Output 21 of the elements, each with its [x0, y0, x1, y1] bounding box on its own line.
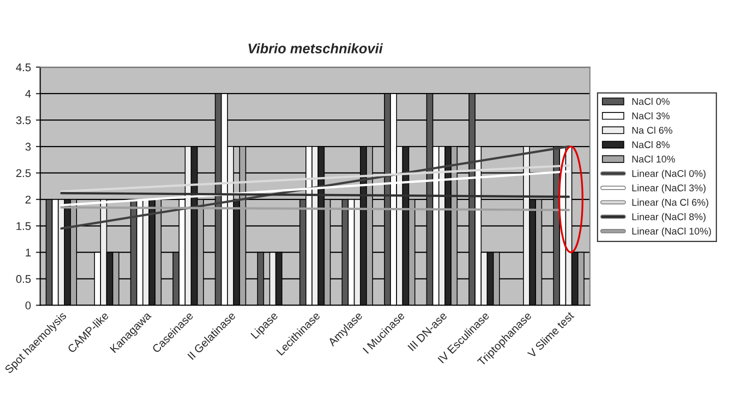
y-tick-label: 2.5	[16, 169, 31, 178]
legend-label: Linear (Na Cl 6%)	[632, 198, 708, 208]
y-tick-label: 3.5	[16, 116, 31, 124]
chart-title: Vibrio metschnikovii	[248, 43, 383, 54]
legend-label: Linear (NaCl 8%)	[632, 213, 706, 222]
y-tick-label: 4	[25, 90, 31, 98]
y-tick-label: 0.5	[16, 275, 31, 283]
y-tick-label: 2	[26, 196, 31, 204]
legend-label: NaCl 8%	[632, 141, 670, 148]
legend-label: NaCl 0%	[632, 98, 670, 105]
y-tick-label: 0	[25, 302, 31, 310]
legend-label: Linear (NaCl 10%)	[632, 227, 711, 237]
legend-label: NaCl 10%	[632, 155, 675, 163]
legend-label: NaCl 3%	[632, 112, 670, 120]
y-tick-label: 3	[25, 142, 31, 151]
legend-label: Na Cl 6%	[632, 126, 672, 134]
legend-label: Linear (NaCl 3%)	[632, 184, 706, 194]
y-tick-label: 1	[26, 248, 31, 256]
y-tick-label: 1.5	[16, 222, 31, 230]
y-tick-label: 4.5	[16, 64, 31, 72]
legend-label: Linear (NaCl 0%)	[632, 170, 706, 179]
